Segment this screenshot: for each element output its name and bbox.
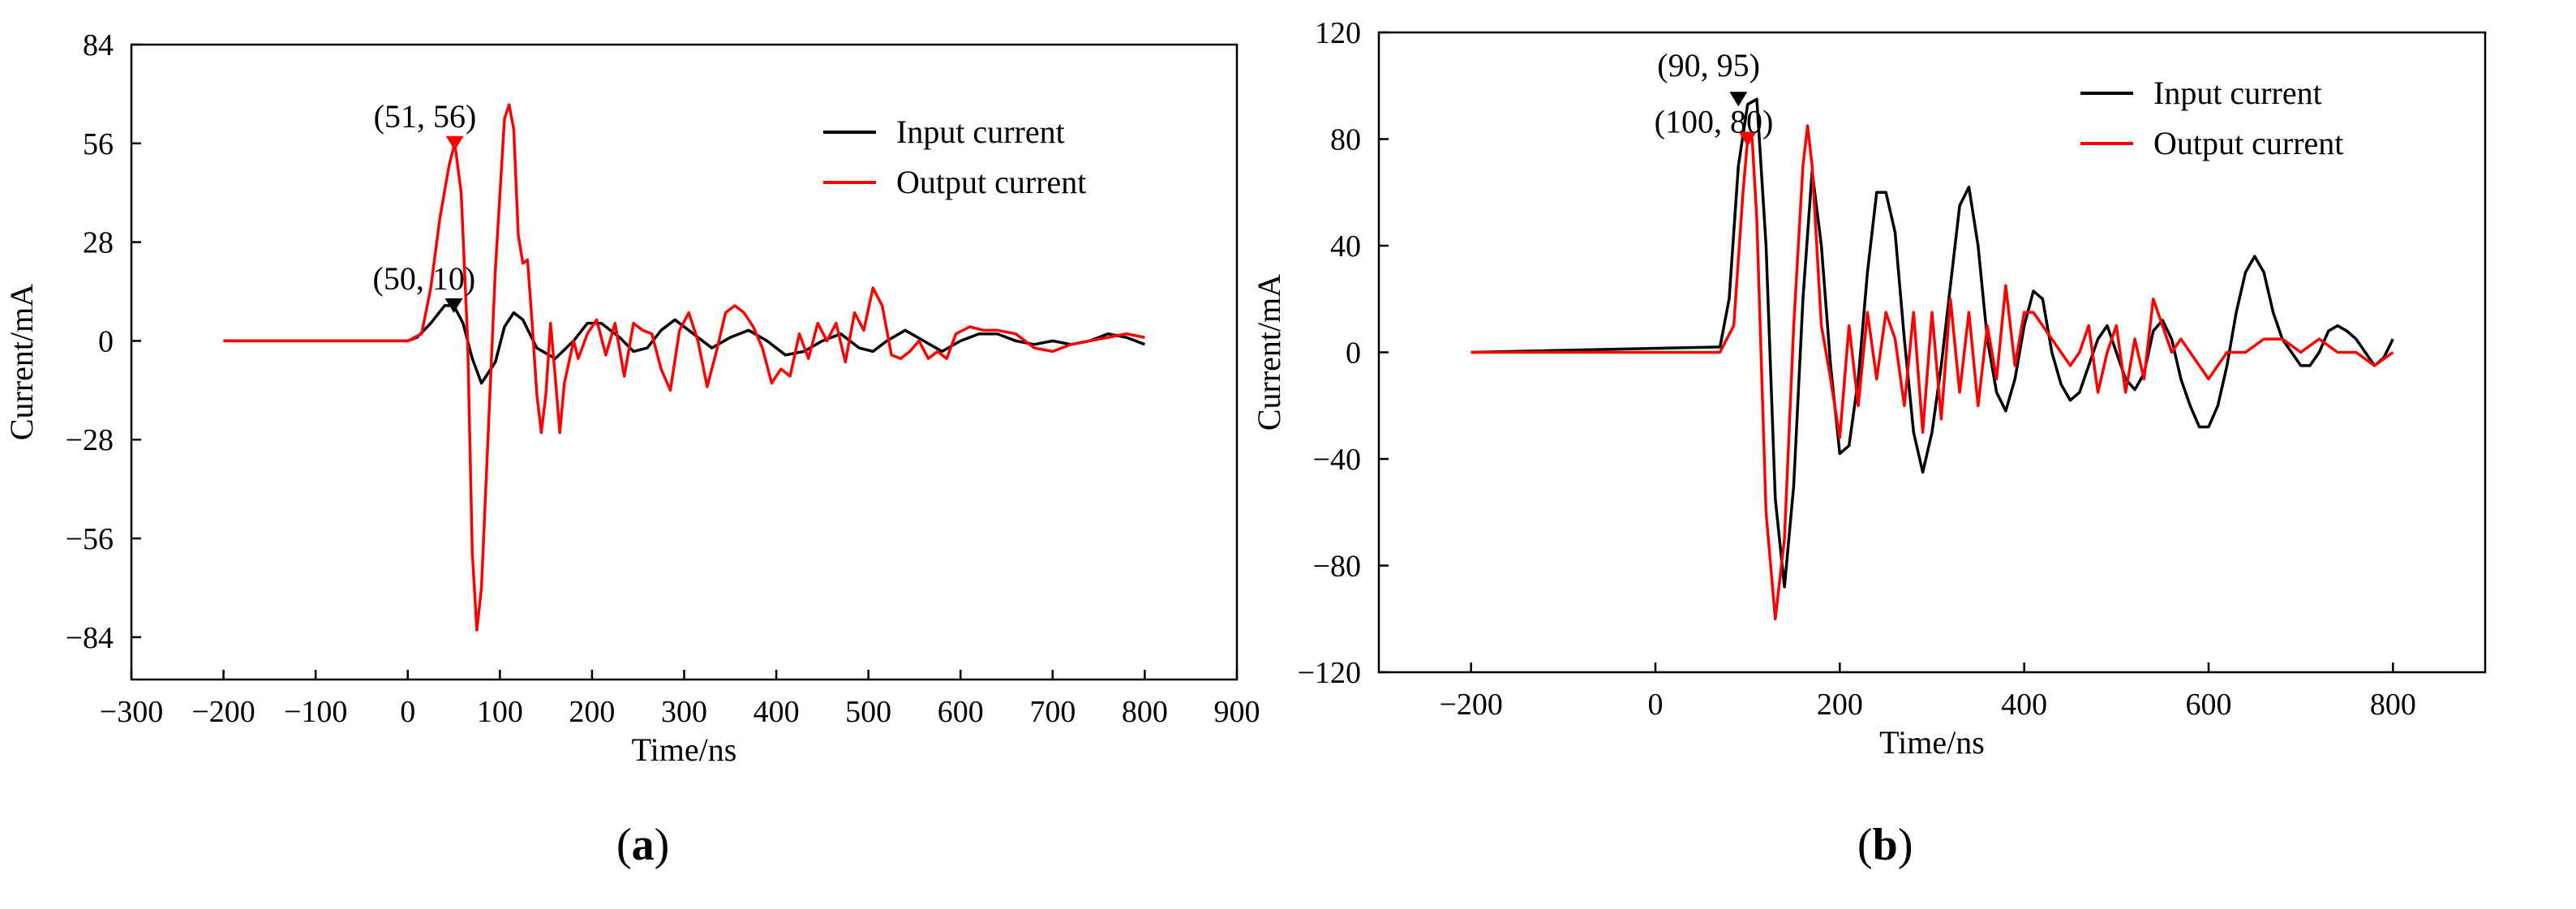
peak-annotation: (90, 95) [1657,47,1760,84]
series-line-input-current [223,304,1146,385]
y-tick-label: 0 [1346,337,1361,371]
x-tick-label: 400 [753,695,800,729]
y-tick-label: 80 [1330,123,1361,157]
x-tick-label: 0 [400,695,415,729]
peak-marker [1729,92,1748,107]
peak-marker [1738,131,1757,147]
series-line-input-current [1470,97,2394,589]
x-axis-label: Time/ns [1879,724,1985,761]
peak-marker [444,298,463,313]
x-tick-label: 600 [2186,688,2232,722]
x-tick-label: 700 [1029,695,1075,729]
x-tick-label: 800 [1122,695,1168,729]
x-tick-label: 600 [938,695,984,729]
x-tick-label: 800 [2370,688,2416,722]
y-tick-label: 120 [1315,16,1361,50]
x-tick-label: 200 [569,695,615,729]
y-tick-label: 40 [1330,229,1361,264]
peak-marker [445,135,464,151]
y-tick-label: −56 [66,522,114,556]
peak-annotation: (100, 80) [1655,104,1774,140]
plot-frame [130,43,1239,681]
series-line-output-current [223,103,1145,632]
x-tick-label: 900 [1214,695,1260,729]
y-tick-label: −84 [66,621,114,655]
panel-label-b: (b) [1857,820,1913,870]
x-tick-label: 500 [845,695,891,729]
x-tick-label: 0 [1648,688,1664,722]
x-tick-label: −300 [100,695,163,729]
chart-a: −300 −200 −100 0 100 200 300 400 500 600 700 800 900… [3,28,1260,768]
peak-annotation: (51, 56) [374,98,477,135]
y-axis-label: Current/mA [3,284,40,440]
x-tick-label: −200 [191,695,255,729]
legend-label: Input current [2153,75,2322,111]
panel-label-a: (a) [616,820,670,870]
x-tick-label: 300 [661,695,707,729]
y-tick-label: 56 [83,127,114,161]
y-axis-label: Current/mA [1251,274,1287,431]
legend-label: Output current [896,164,1086,200]
peak-annotation: (50, 10) [373,260,476,297]
x-tick-label: 200 [1817,688,1863,722]
y-tick-label: 84 [83,28,114,62]
legend-label: Output current [2153,125,2343,161]
y-tick-label: −120 [1298,656,1361,690]
x-tick-label: 400 [2001,688,2047,722]
y-tick-label: −28 [66,423,114,457]
y-tick-label: −40 [1313,443,1361,477]
x-tick-label: 100 [477,695,523,729]
legend-label: Input current [896,114,1065,150]
x-axis-label: Time/ns [632,731,737,768]
x-tick-label: −200 [1439,688,1502,722]
series-line-output-current [1470,124,2394,621]
y-tick-label: −80 [1313,550,1361,584]
x-tick-label: −100 [284,695,347,729]
y-tick-label: 28 [83,226,114,260]
chart-b: −200 0 200 400 600 800 −120 −80 −40 0 40 80 120 Time/… [1251,16,2487,761]
y-tick-label: 0 [98,324,114,358]
